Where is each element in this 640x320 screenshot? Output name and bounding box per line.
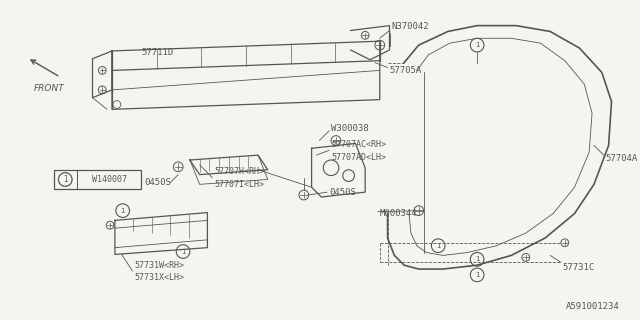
Text: 57704A: 57704A	[605, 154, 638, 163]
Text: W300038: W300038	[331, 124, 369, 133]
Bar	[54, 170, 141, 189]
Text: W140007: W140007	[92, 175, 127, 184]
Text: 57707AC<RH>: 57707AC<RH>	[331, 140, 386, 149]
Text: 57731C: 57731C	[563, 263, 595, 272]
Text: FRONT: FRONT	[33, 84, 64, 93]
Text: 57707AD<LH>: 57707AD<LH>	[331, 153, 386, 162]
Text: 57707I<LH>: 57707I<LH>	[214, 180, 264, 189]
Text: 1: 1	[436, 243, 440, 249]
Text: N370042: N370042	[392, 22, 429, 31]
Text: 1: 1	[475, 272, 479, 278]
Text: 0450S: 0450S	[144, 178, 171, 187]
Text: M000344: M000344	[380, 209, 417, 218]
Text: 1: 1	[475, 42, 479, 48]
Text: 1: 1	[475, 256, 479, 262]
Text: 1: 1	[181, 249, 186, 254]
Text: 1: 1	[120, 208, 125, 214]
Text: 57711D: 57711D	[141, 48, 173, 57]
Text: 57705A: 57705A	[390, 66, 422, 75]
Text: A591001234: A591001234	[566, 302, 620, 311]
Text: 57731X<LH>: 57731X<LH>	[134, 273, 184, 282]
Text: 57731W<RH>: 57731W<RH>	[134, 261, 184, 270]
Text: 0450S: 0450S	[329, 188, 356, 196]
Text: 57707H<RH>: 57707H<RH>	[214, 167, 264, 176]
Text: 1: 1	[63, 175, 68, 184]
